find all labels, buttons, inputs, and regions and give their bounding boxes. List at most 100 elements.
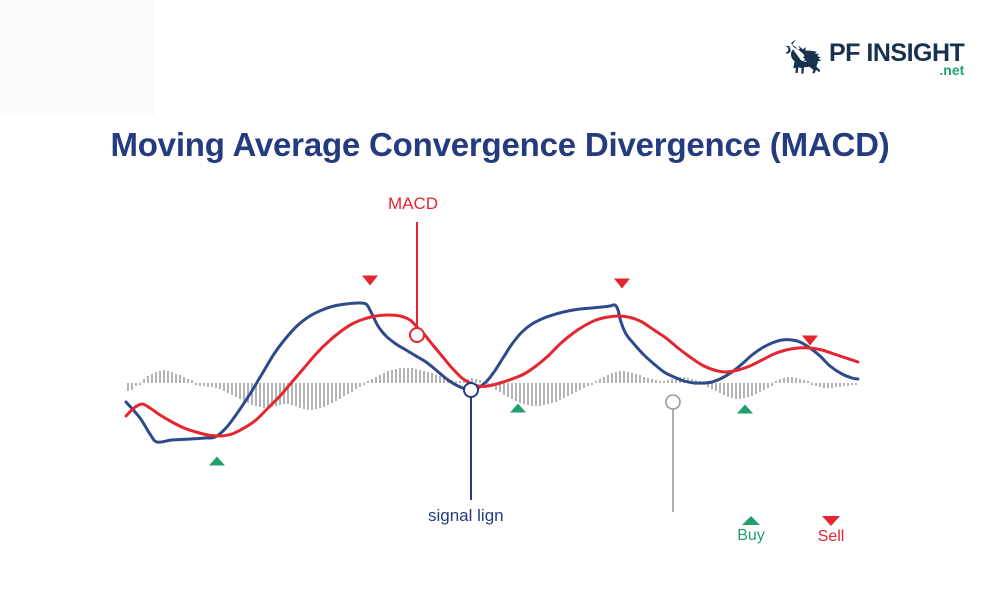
histogram-bar [379,375,381,383]
histogram-bar [131,383,133,390]
histogram-bar [539,383,541,406]
histogram-bar [303,383,305,409]
histogram-bar [759,383,761,392]
page-title: Moving Average Convergence Divergence (M… [110,126,890,163]
sell-marker-triangle [802,335,818,346]
histogram-bar [591,383,593,385]
histogram-bar [635,374,637,383]
histogram-bar [799,379,801,383]
histogram-bar [487,383,489,385]
histogram-bar [567,383,569,396]
histogram-bar [651,379,653,383]
histogram-bar [455,381,457,383]
histogram-bar [187,379,189,383]
histogram-bar [343,383,345,396]
buy-marker-triangle [510,403,526,413]
histogram-bar [735,383,737,399]
histogram-bar [411,368,413,383]
histogram-bar [843,383,845,386]
histogram-bar [751,383,753,396]
histogram-bar [747,383,749,397]
histogram-bar [503,383,505,395]
histogram-bar [139,383,141,385]
histogram-bar [519,383,521,403]
histogram-bar [499,383,501,392]
histogram-bar [687,378,689,383]
histogram-bar [291,383,293,405]
histogram-bar [675,378,677,383]
histogram-bar [331,383,333,403]
histogram-bar [819,383,821,387]
histogram-bar [399,368,401,383]
histogram-bar [755,383,757,394]
logo-wordmark: PF INSIGHT [829,39,965,67]
signal-markers [209,275,818,466]
histogram-bar [403,368,405,383]
histogram-bar [779,379,781,383]
signal-line [124,301,860,444]
histogram-bar [347,383,349,394]
histogram-bar [551,383,553,403]
histogram-bar [307,383,309,410]
histogram-bar [167,371,169,383]
histogram-bar [247,383,249,403]
histogram-bar [439,376,441,383]
histogram-bar [507,383,509,397]
histogram-bar [571,383,573,394]
logo-tld: .net [939,62,965,78]
buy-marker-triangle [209,456,225,466]
histogram-bar [795,378,797,383]
histogram-bar [299,383,301,408]
histogram-bar [443,377,445,383]
histogram-bar [775,381,777,383]
histogram-bar [815,383,817,386]
histogram-bar [387,371,389,383]
legend-item-sell: Sell [806,516,856,546]
histogram-bar [135,383,137,386]
histogram-bar [219,383,221,389]
triangle-down-icon [822,516,840,526]
histogram-bar [515,383,517,401]
histogram-bar [275,383,277,406]
histogram-bar [791,377,793,383]
histogram-bar [203,383,205,386]
histogram-bar [695,380,697,383]
histogram-bar [627,372,629,383]
histogram-bar [171,372,173,383]
histogram-bar [619,371,621,383]
histogram-bar [835,383,837,387]
histogram-bar [531,383,533,406]
histogram-bar [231,383,233,395]
histogram-bar [723,383,725,395]
histogram-bar [255,383,257,406]
histogram-bar [415,369,417,383]
histogram-bar [263,383,265,408]
histogram-bar [147,376,149,383]
histogram-bar [311,383,313,410]
histogram-bar [259,383,261,407]
histogram-bar [427,372,429,383]
histogram-bar [423,371,425,383]
histogram-bar [351,383,353,392]
histogram-bar [615,372,617,383]
histogram-bar [223,383,225,391]
histogram-bar [647,378,649,383]
macd-histogram [127,368,857,410]
histogram-bar [851,383,853,385]
histogram-bar [659,381,661,383]
brand-logo[interactable]: PF INSIGHT .net [782,34,965,82]
histogram-bar [251,383,253,405]
buy-marker-triangle [737,404,753,414]
histogram-bar [555,383,557,402]
histogram-bar [127,383,129,391]
histogram-bar [535,383,537,406]
sell-marker-triangle [614,278,630,289]
histogram-bar [199,383,201,386]
histogram-bar [239,383,241,399]
macd-lines [124,301,860,444]
histogram-bar [607,375,609,383]
histogram-bar [319,383,321,408]
histogram-bar [523,383,525,404]
histogram-bar [587,383,589,386]
